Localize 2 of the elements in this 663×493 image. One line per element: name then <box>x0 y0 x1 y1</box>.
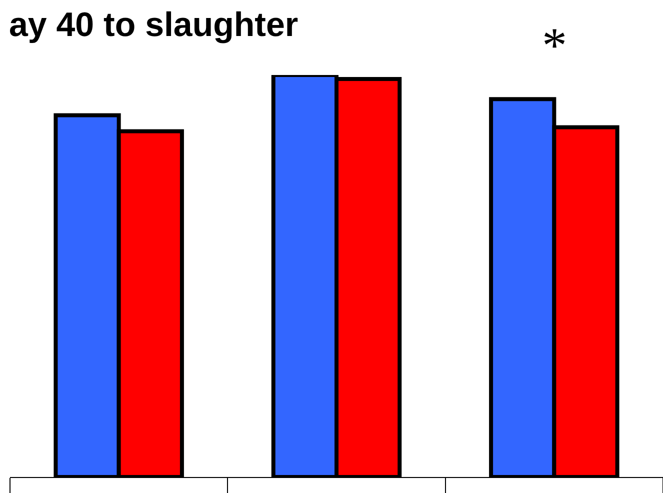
text: * <box>542 17 567 73</box>
chart-title: ay 40 to slaughter <box>9 6 298 44</box>
